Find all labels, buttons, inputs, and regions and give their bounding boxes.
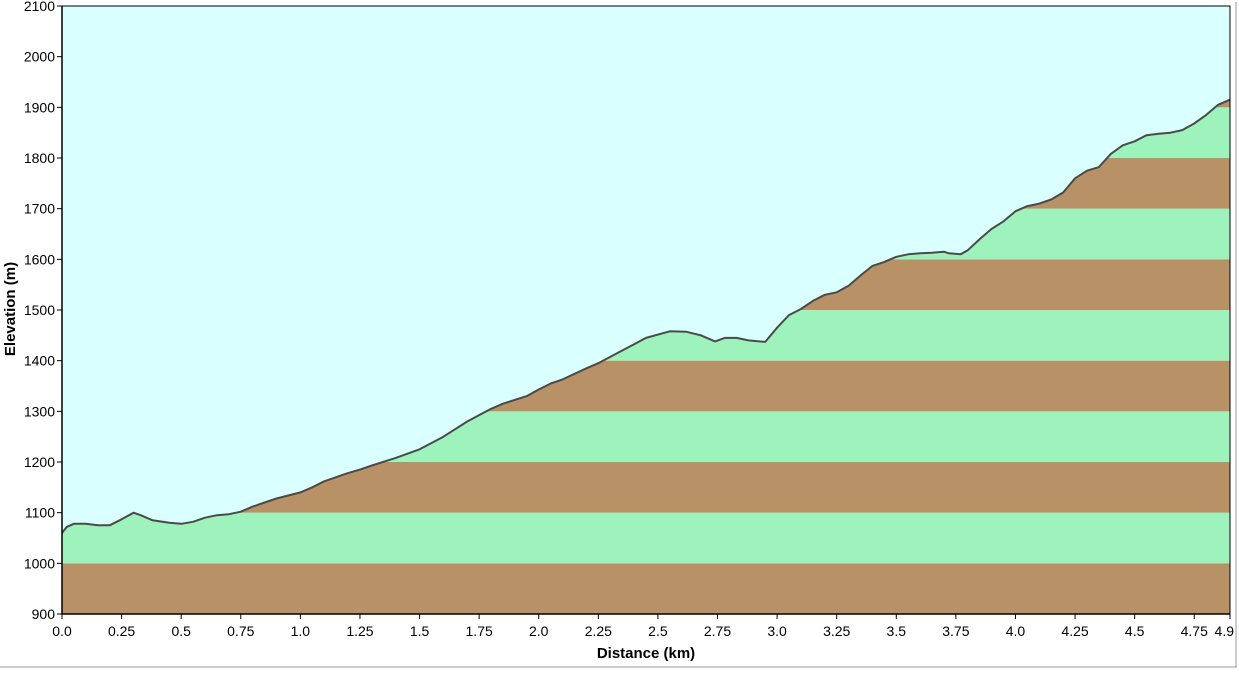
x-tick-label: 3.25 [823,623,850,639]
x-tick-label: 2.75 [704,623,731,639]
x-tick-label: 2.25 [585,623,612,639]
x-tick-label: 1.75 [466,623,493,639]
x-tick-label: 0.75 [227,623,254,639]
y-tick-label: 1700 [24,201,55,217]
y-tick-label: 1800 [24,150,55,166]
y-tick-label: 1900 [24,99,55,115]
elevation-band-1000 [62,512,1230,564]
x-tick-label: 1.5 [410,623,430,639]
y-tick-label: 1000 [24,555,55,571]
x-tick-label: 0.0 [52,623,72,639]
y-tick-label: 1500 [24,302,55,318]
x-tick-label: 4.9 [1215,623,1235,639]
x-tick-label: 0.5 [171,623,191,639]
y-tick-label: 2000 [24,49,55,65]
x-tick-label: 1.25 [346,623,373,639]
x-tick-label: 2.5 [648,623,668,639]
y-tick-label: 900 [32,606,56,622]
x-tick-label: 4.5 [1125,623,1145,639]
x-tick-label: 0.25 [108,623,135,639]
y-tick-label: 1200 [24,454,55,470]
x-tick-label: 3.75 [942,623,969,639]
y-tick-label: 2100 [24,0,55,14]
x-tick-label: 4.0 [1006,623,1026,639]
x-axis-title: Distance (km) [597,645,695,662]
y-tick-label: 1400 [24,353,55,369]
x-tick-label: 4.75 [1181,623,1208,639]
x-tick-label: 4.25 [1061,623,1088,639]
x-tick-label: 2.0 [529,623,549,639]
y-axis-title: Elevation (m) [2,262,19,356]
y-tick-label: 1100 [25,505,55,521]
x-tick-label: 3.5 [887,623,907,639]
y-tick-label: 1600 [24,251,55,267]
x-tick-label: 3.0 [767,623,787,639]
elevation-profile-line [61,98,1231,534]
y-tick-label: 1300 [24,403,55,419]
x-tick-label: 1.0 [291,623,311,639]
elevation-band-900 [62,563,1230,614]
